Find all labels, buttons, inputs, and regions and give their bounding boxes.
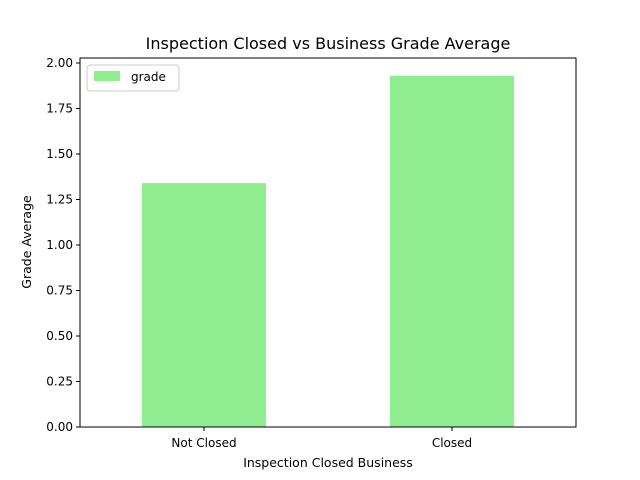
y-tick-label: 1.75 [46,102,73,116]
y-tick-label: 1.50 [46,147,73,161]
y-tick-label: 2.00 [46,56,73,70]
y-tick-label: 0.50 [46,329,73,343]
bars-group [142,75,514,428]
chart-title: Inspection Closed vs Business Grade Aver… [146,34,511,53]
y-tick-label: 0.75 [46,284,73,298]
plot-frame [79,57,577,428]
y-axis-label: Grade Average [19,195,34,289]
y-tick-label: 1.25 [46,193,73,207]
y-tick-label: 0.25 [46,375,73,389]
bar-not-closed [142,183,266,427]
legend-swatch [94,71,120,81]
bar-closed [390,75,514,428]
y-axis: 0.00 0.25 0.50 0.75 1.00 1.25 1.50 1.75 2.00 [46,56,80,434]
x-axis: Not Closed Closed [171,427,472,450]
x-tick-label: Closed [432,436,472,450]
x-tick-label: Not Closed [171,436,236,450]
y-tick-label: 1.00 [46,238,73,252]
x-axis-label: Inspection Closed Business [243,455,413,470]
legend: grade [86,64,180,92]
legend-label-grade: grade [131,70,166,84]
y-tick-label: 0.00 [46,420,73,434]
